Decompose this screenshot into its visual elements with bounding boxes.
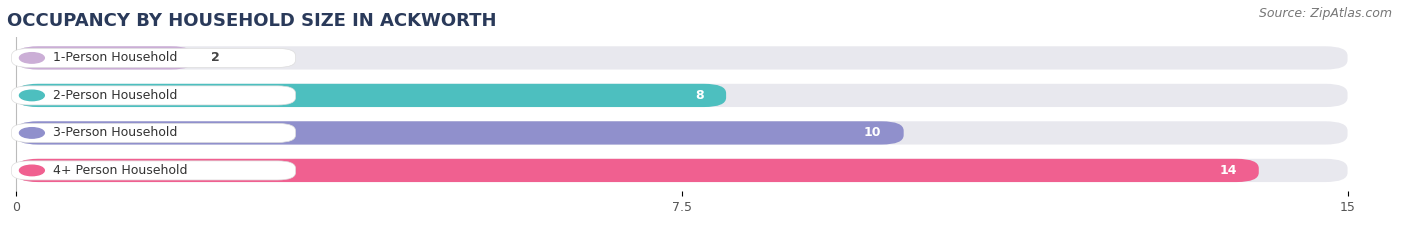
FancyBboxPatch shape bbox=[15, 46, 194, 69]
Text: 2: 2 bbox=[211, 51, 219, 64]
Text: Source: ZipAtlas.com: Source: ZipAtlas.com bbox=[1258, 7, 1392, 20]
Circle shape bbox=[20, 128, 45, 138]
Text: 14: 14 bbox=[1219, 164, 1237, 177]
FancyBboxPatch shape bbox=[15, 159, 1258, 182]
Text: 2-Person Household: 2-Person Household bbox=[53, 89, 177, 102]
FancyBboxPatch shape bbox=[15, 84, 725, 107]
FancyBboxPatch shape bbox=[15, 46, 1347, 69]
FancyBboxPatch shape bbox=[11, 86, 295, 105]
Text: 1-Person Household: 1-Person Household bbox=[53, 51, 177, 64]
Text: 4+ Person Household: 4+ Person Household bbox=[53, 164, 187, 177]
Text: 8: 8 bbox=[696, 89, 704, 102]
FancyBboxPatch shape bbox=[15, 121, 904, 144]
Circle shape bbox=[20, 165, 45, 176]
FancyBboxPatch shape bbox=[11, 123, 295, 142]
FancyBboxPatch shape bbox=[11, 161, 295, 180]
Circle shape bbox=[20, 53, 45, 63]
Circle shape bbox=[20, 90, 45, 101]
Text: 3-Person Household: 3-Person Household bbox=[53, 127, 177, 139]
FancyBboxPatch shape bbox=[11, 48, 295, 67]
Text: 10: 10 bbox=[863, 127, 882, 139]
FancyBboxPatch shape bbox=[15, 159, 1347, 182]
FancyBboxPatch shape bbox=[15, 84, 1347, 107]
FancyBboxPatch shape bbox=[15, 121, 1347, 144]
Text: OCCUPANCY BY HOUSEHOLD SIZE IN ACKWORTH: OCCUPANCY BY HOUSEHOLD SIZE IN ACKWORTH bbox=[7, 12, 496, 30]
